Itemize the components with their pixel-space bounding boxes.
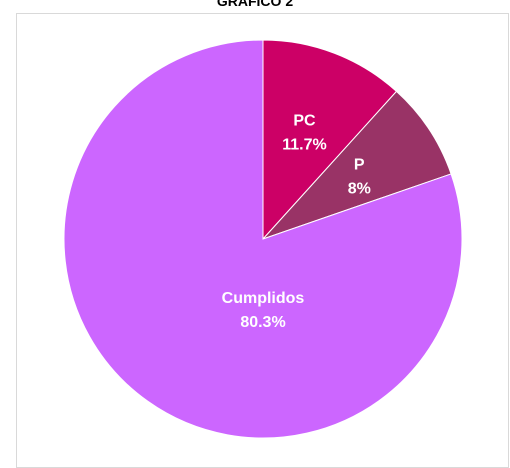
slice-value-cumplidos: 80.3% — [240, 314, 285, 331]
pie-slice-p — [262, 90, 452, 240]
slice-label-cumplidos: Cumplidos — [222, 290, 305, 307]
slice-value-p: 8% — [348, 180, 371, 197]
pie-slice-cumplidos — [63, 39, 463, 439]
slice-label-pc: PC — [293, 112, 316, 129]
slice-value-pc: 11.7% — [282, 136, 326, 153]
slice-label-p: P — [354, 156, 365, 173]
chart-title: GRAFICO 2 — [216, 0, 294, 9]
pie-slice-pc — [262, 39, 398, 241]
